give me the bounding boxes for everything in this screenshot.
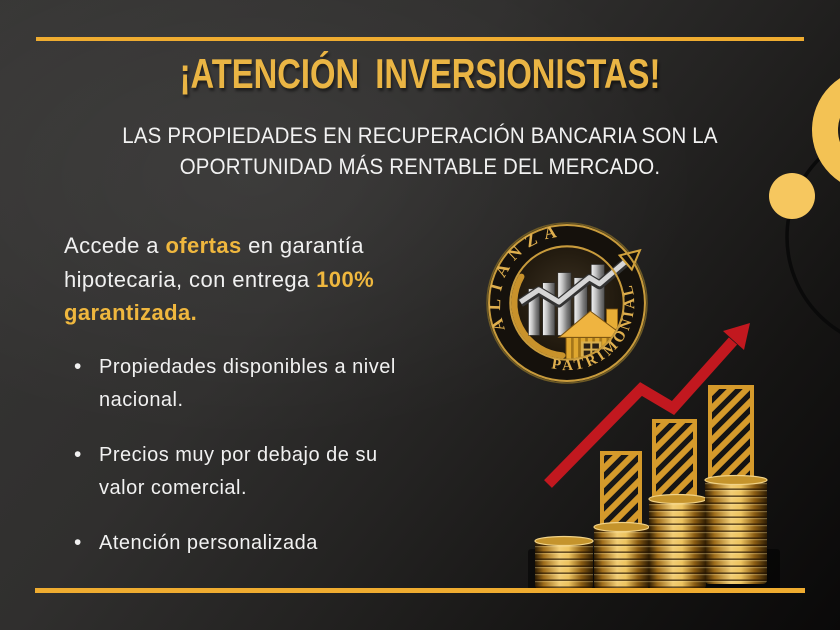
subheadline-line2: OPORTUNIDAD MÁS RENTABLE DEL MERCADO. [179,154,661,179]
decor-circle-outline [785,140,840,334]
decor-ring [812,78,840,182]
intro-text: en garantía [241,233,364,258]
bullet-item-national: Propiedades disponibles a nivel nacional. [74,350,396,417]
logo-inner-ring [509,245,625,361]
bullet-text: valor comercial. [99,477,248,499]
intro-highlight-garantizada: garantizada. [64,300,198,325]
benefits-list: Propiedades disponibles a nivel nacional.… [74,350,396,582]
intro-highlight-ofertas: ofertas [165,233,242,258]
bullet-item-prices: Precios muy por debajo de su valor comerc… [74,438,396,505]
subheadline: LAS PROPIEDADES EN RECUPERACIÓN BANCARIA… [29,120,810,182]
brand-logo: ALIANZA PATRIMONIAL [486,222,648,384]
bullet-text: nacional. [99,389,184,411]
rising-arrow-icon [544,323,750,488]
logo-trend-arrow-icon [517,248,642,308]
subheadline-line1: LAS PROPIEDADES EN RECUPERACIÓN BANCARIA… [122,123,718,148]
bullet-text: Propiedades disponibles a nivel [99,356,396,378]
bullet-item-service: Atención personalizada [74,526,396,560]
coin-stack-4 [704,474,768,584]
headline: ¡ATENCIÓN INVERSIONISTAS! [179,50,661,97]
coin-stack-1 [534,535,594,589]
logo-gold-crescent [511,273,566,359]
intro-text: hipotecaria, con entrega [64,266,317,292]
intro-highlight-100: 100% [316,266,375,292]
logo-band-ring [488,224,646,382]
bullet-text: Atención personalizada [99,532,318,554]
logo-outer-rim [486,222,648,384]
intro-paragraph: Accede a ofertas en garantía hipotecaria,… [64,229,454,330]
bullet-text: Precios muy por debajo de su [99,444,378,466]
intro-text: Accede a [64,233,166,258]
hatched-bars [600,385,754,533]
bottom-divider-line [35,588,805,593]
top-divider-line [36,37,804,41]
coin-stack-3 [648,493,707,589]
coin-stack-2 [593,521,650,589]
decor-dot [769,173,815,219]
